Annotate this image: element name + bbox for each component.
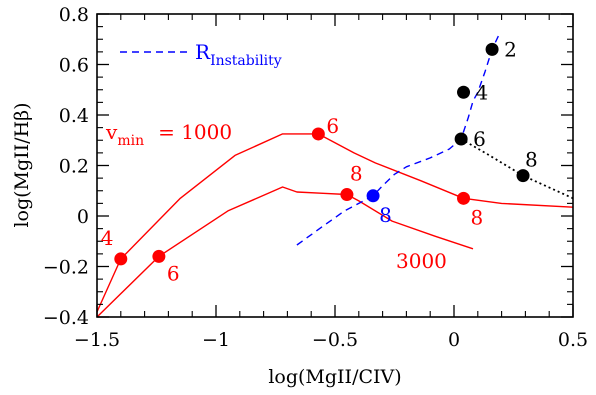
marker-label: 6 — [326, 114, 339, 138]
black-marker-label: 4 — [476, 80, 489, 104]
axis-ticks — [96, 13, 574, 318]
marker-label: 6 — [167, 261, 180, 285]
y-tick-label: 0 — [77, 206, 89, 228]
black-marker — [485, 42, 499, 56]
series-line-3 — [460, 138, 574, 200]
black-marker — [457, 85, 471, 99]
marker-label: 8 — [471, 205, 484, 229]
x-axis-title: log(MgII/CIV) — [268, 366, 401, 388]
y-tick-label: −0.2 — [43, 257, 89, 279]
y-axis-title: log(MgII/Hβ) — [11, 102, 33, 227]
black-marker — [516, 169, 530, 183]
y-tick-label: −0.4 — [43, 307, 89, 329]
series-marker — [114, 252, 128, 266]
marker-label: 4 — [101, 226, 114, 250]
black-marker — [454, 132, 468, 146]
series-marker — [366, 189, 380, 203]
y-tick-label: 0.4 — [59, 105, 89, 127]
y-tick-label: 0.8 — [59, 4, 89, 26]
tick-labels: −1.5 −1 −0.5 0 0.5 −0.4 −0.2 0 0.2 0.4 0.6 0.8 — [43, 4, 588, 351]
marker-label: 8 — [379, 203, 392, 227]
vmin-annotation: vmin = 1000 — [105, 120, 232, 149]
x-tick-label: 0.5 — [558, 329, 588, 351]
marker-label: 8 — [350, 162, 363, 186]
x-tick-label: −1.5 — [74, 329, 120, 351]
series-marker — [340, 188, 354, 202]
x-tick-label: 0 — [448, 329, 460, 351]
black-marker-label: 8 — [525, 148, 538, 172]
label-3000: 3000 — [396, 249, 447, 273]
black-marker-label: 2 — [504, 37, 517, 61]
series-marker — [457, 191, 471, 205]
y-tick-label: 0.6 — [59, 55, 89, 77]
x-tick-label: −1 — [202, 329, 230, 351]
y-tick-label: 0.2 — [59, 156, 89, 178]
series-marker — [152, 249, 166, 263]
legend-instability: RInstability — [195, 40, 282, 69]
black-marker-label: 6 — [473, 127, 486, 151]
series-line-2 — [296, 33, 500, 246]
series-line-1 — [96, 186, 474, 318]
series-marker — [311, 127, 325, 141]
x-tick-label: −0.5 — [312, 329, 358, 351]
